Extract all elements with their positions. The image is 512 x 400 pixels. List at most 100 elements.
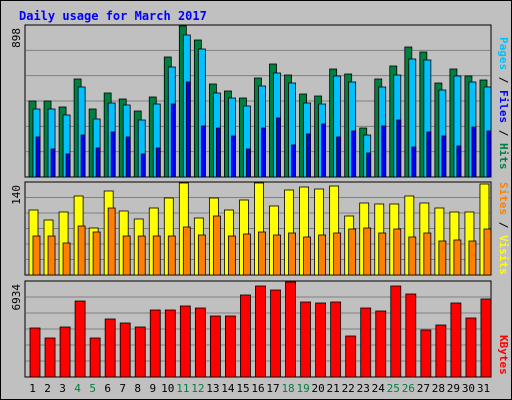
kbytes-bar-day-29 — [450, 302, 462, 378]
sites-bar-day-12 — [197, 234, 206, 276]
kbytes-bar-day-14 — [225, 315, 236, 378]
kbytes-bar-day-20 — [315, 302, 327, 378]
sites-bar-day-18 — [288, 232, 296, 276]
day-label-16: 16 — [251, 382, 264, 395]
kbytes-bar-day-28 — [435, 324, 447, 378]
pages-bar-day-27 — [426, 131, 432, 178]
legend-segment: Files — [497, 90, 510, 123]
sites-bar-day-9 — [152, 235, 161, 276]
kbytes-bar-day-27 — [420, 329, 432, 378]
day-label-17: 17 — [266, 382, 279, 395]
day-label-7: 7 — [119, 382, 126, 395]
day-label-8: 8 — [134, 382, 141, 395]
pages-bar-day-7 — [125, 136, 131, 178]
pages-bar-day-11 — [185, 81, 191, 178]
pages-bar-day-9 — [155, 147, 161, 178]
pages-bar-day-25 — [396, 119, 402, 178]
pages-bar-day-31 — [486, 130, 492, 178]
day-label-14: 14 — [221, 382, 235, 395]
legend-segment: / — [497, 70, 510, 90]
sites-bar-day-26 — [408, 236, 417, 276]
sites-bar-day-4 — [77, 225, 86, 276]
pages-bar-day-3 — [65, 153, 71, 178]
pages-bar-day-14 — [231, 135, 236, 178]
kbytes-bar-day-13 — [209, 315, 221, 378]
kbytes-bar-day-5 — [89, 337, 101, 378]
day-label-10: 10 — [161, 382, 174, 395]
kbytes-bar-day-4 — [74, 300, 86, 378]
kbytes-bar-day-18 — [285, 281, 296, 378]
kbytes-bar-day-22 — [345, 335, 357, 378]
kbytes-bar-day-30 — [465, 317, 477, 378]
pages-bar-day-12 — [200, 125, 206, 178]
sites-bar-day-15 — [243, 233, 251, 276]
kbytes-bar-day-15 — [240, 294, 251, 378]
pages-bar-day-30 — [471, 126, 477, 178]
pages-bar-day-19 — [306, 133, 311, 178]
sites-bar-day-19 — [303, 236, 311, 276]
kbytes-bar-day-31 — [480, 298, 492, 378]
chart-title: Daily usage for March 2017 — [19, 9, 207, 23]
legend-hits: Pages / Files / Hits — [497, 37, 510, 170]
pages-bar-day-22 — [351, 130, 357, 178]
pages-bar-day-24 — [381, 125, 387, 178]
day-label-24: 24 — [372, 382, 386, 395]
kbytes-bar-day-24 — [375, 310, 387, 378]
legend-segment: Visits — [497, 235, 510, 275]
pages-bar-day-10 — [170, 103, 176, 178]
kbytes-bar-day-10 — [164, 309, 176, 378]
kbytes-bar-day-16 — [255, 285, 266, 378]
day-label-18: 18 — [281, 382, 294, 395]
sites-bar-day-25 — [393, 228, 402, 276]
sites-bar-day-13 — [212, 215, 221, 276]
kbytes-bar-day-19 — [300, 301, 311, 378]
pages-bar-day-29 — [456, 145, 462, 178]
pages-bar-day-16 — [261, 127, 266, 178]
day-label-27: 27 — [417, 382, 430, 395]
kbytes-bar-day-6 — [104, 318, 116, 378]
legend-segment: Sites — [497, 182, 510, 215]
sites-bar-day-8 — [137, 235, 146, 276]
day-label-12: 12 — [191, 382, 204, 395]
sites-bar-day-22 — [348, 228, 357, 276]
day-label-13: 13 — [206, 382, 219, 395]
day-label-22: 22 — [342, 382, 355, 395]
day-label-26: 26 — [402, 382, 415, 395]
sites-bar-day-21 — [333, 232, 342, 276]
kbytes-bar-day-25 — [390, 285, 402, 378]
sites-bar-day-30 — [468, 240, 477, 276]
day-label-28: 28 — [432, 382, 445, 395]
pages-bar-day-26 — [411, 146, 417, 178]
pages-bar-day-23 — [366, 152, 372, 178]
pages-bar-day-8 — [140, 153, 146, 178]
kbytes-bar-day-2 — [44, 337, 56, 378]
kbytes-bar-day-7 — [119, 322, 131, 378]
pages-bar-day-5 — [95, 147, 101, 178]
sites-bar-day-14 — [228, 235, 236, 276]
day-label-19: 19 — [296, 382, 309, 395]
kbytes-bar-day-21 — [330, 301, 342, 378]
sites-bar-day-10 — [167, 235, 176, 276]
day-label-30: 30 — [462, 382, 475, 395]
sites-bar-day-24 — [378, 232, 387, 276]
day-label-1: 1 — [29, 382, 36, 395]
day-label-5: 5 — [89, 382, 96, 395]
legend-segment: / — [497, 123, 510, 143]
legend-segment: Pages — [497, 37, 510, 70]
kbytes-bar-day-17 — [270, 289, 281, 378]
sites-bar-day-31 — [483, 228, 492, 276]
kbytes-bar-day-26 — [405, 293, 417, 378]
pages-bar-day-2 — [50, 148, 56, 178]
kbytes-bar-day-12 — [194, 307, 206, 378]
pages-bar-day-28 — [441, 135, 447, 178]
sites-bar-day-17 — [273, 234, 281, 276]
sites-bar-day-2 — [47, 235, 56, 276]
pages-bar-day-20 — [321, 123, 327, 178]
pages-bar-day-17 — [276, 117, 281, 178]
kbytes-bar-day-3 — [59, 326, 71, 378]
legend-segment: / — [497, 215, 510, 235]
pages-bar-day-18 — [291, 144, 296, 178]
legend-kbytes: KBytes — [497, 335, 510, 375]
sites-bar-day-5 — [92, 231, 101, 276]
